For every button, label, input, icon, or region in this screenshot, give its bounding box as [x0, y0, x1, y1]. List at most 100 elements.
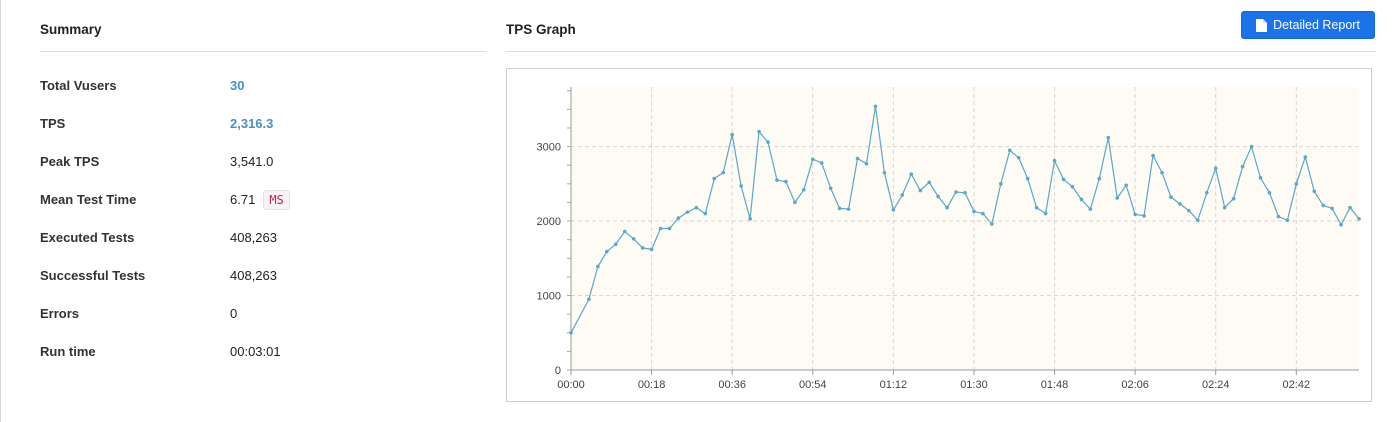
tps-data-point	[1160, 170, 1164, 175]
tps-data-point	[739, 184, 743, 188]
tps-data-point	[1070, 184, 1075, 189]
stat-label: Mean Test Time	[40, 192, 137, 207]
tps-data-point	[1312, 189, 1317, 194]
tps-data-point	[613, 242, 618, 246]
stat-label: Peak TPS	[40, 154, 100, 169]
tps-data-point	[855, 156, 860, 161]
tps-data-point	[1249, 144, 1254, 149]
tps-data-point	[1115, 196, 1120, 200]
tps-data-point	[1079, 197, 1084, 202]
x-tick-label: 01:12	[880, 379, 908, 391]
tps-chart: 00:00 00:18 00:36 00:54 01:12 01:30 01:48 02:06…	[506, 68, 1372, 402]
tps-data-point	[631, 237, 636, 241]
tps-data-point	[1303, 155, 1308, 159]
stat-row-peak-tps: Peak TPS 3,541.0	[40, 152, 486, 172]
tps-data-point	[882, 170, 887, 175]
x-tick-label: 00:18	[638, 379, 666, 391]
tps-data-point	[927, 180, 931, 185]
tps-data-point	[1133, 212, 1137, 217]
tps-data-point	[990, 222, 994, 226]
tps-data-point	[757, 129, 761, 134]
y-tick-label: 2000	[537, 216, 561, 228]
tps-data-point	[819, 161, 824, 165]
tps-data-point	[793, 200, 797, 205]
tps-data-point	[1294, 182, 1299, 186]
tps-chart-svg: 00:00 00:18 00:36 00:54 01:12 01:30 01:48 02:06…	[537, 87, 1361, 391]
tps-data-point	[1222, 205, 1227, 210]
tps-data-point	[1052, 158, 1057, 163]
stat-label: Run time	[40, 344, 96, 359]
x-tick-label: 02:24	[1202, 379, 1230, 391]
graph-divider	[506, 51, 1376, 52]
tps-data-point	[569, 330, 573, 335]
tps-data-point	[784, 179, 788, 184]
mean-test-time-number: 6.71	[230, 192, 256, 207]
summary-divider	[40, 51, 486, 52]
tps-data-point	[1276, 214, 1281, 219]
tps-data-point	[1169, 195, 1173, 200]
x-tick-label: 00:54	[799, 379, 827, 391]
stat-value-tps[interactable]: 2,316.3	[230, 116, 274, 131]
tps-data-point	[1016, 155, 1021, 160]
stat-row-executed-tests: Executed Tests 408,263	[40, 228, 486, 248]
tps-data-point	[605, 249, 609, 254]
tps-data-point	[1124, 183, 1128, 188]
tps-data-point	[640, 246, 645, 250]
tps-data-point	[721, 170, 726, 175]
tps-data-point	[1357, 217, 1361, 221]
stat-value-peak-tps: 3,541.0	[230, 154, 274, 169]
tps-data-point	[694, 205, 699, 210]
x-tick-label: 00:00	[557, 379, 585, 391]
tps-data-point	[1034, 205, 1039, 210]
stat-value-executed-tests: 408,263	[230, 230, 277, 245]
tps-data-point	[1330, 206, 1334, 211]
tps-data-point	[1213, 166, 1218, 170]
plot-background	[571, 87, 1359, 370]
y-tick-label: 0	[555, 365, 561, 377]
unit-badge: MS	[263, 190, 290, 210]
tps-data-point	[837, 206, 842, 211]
tps-data-point	[810, 157, 815, 162]
tps-data-point	[1339, 222, 1343, 227]
detailed-report-button[interactable]: Detailed Report	[1241, 11, 1375, 39]
tps-data-point	[891, 208, 896, 212]
tps-data-point	[712, 176, 717, 181]
tps-data-point	[802, 187, 806, 192]
stat-label: TPS	[40, 116, 66, 131]
tps-data-point	[999, 182, 1003, 186]
stat-label: Errors	[40, 306, 80, 321]
summary-title: Summary	[40, 22, 102, 37]
tps-data-point	[1187, 208, 1191, 213]
tps-data-point	[748, 217, 752, 221]
tps-data-point	[909, 172, 914, 176]
stat-row-mean-test-time: Mean Test Time 6.71 MS	[40, 190, 486, 210]
stat-value-total-vusers[interactable]: 30	[230, 78, 245, 93]
x-tick-label: 01:30	[960, 379, 988, 391]
tps-data-point	[1106, 135, 1111, 140]
stat-value-mean-test-time: 6.71 MS	[230, 190, 290, 210]
stat-row-total-vusers: Total Vusers 30	[40, 76, 486, 96]
tps-data-point	[676, 216, 681, 220]
x-tick-label: 00:36	[718, 379, 746, 391]
tps-data-point	[945, 205, 949, 210]
tps-data-point	[846, 207, 851, 211]
tps-data-point	[1285, 218, 1290, 223]
y-tick-label: 1000	[537, 291, 561, 303]
tps-data-point	[587, 297, 591, 302]
tps-data-point	[775, 178, 779, 182]
panel-left-border	[0, 0, 1, 422]
tps-data-point	[685, 210, 690, 214]
tps-data-point	[1061, 177, 1066, 182]
tps-data-point	[1348, 205, 1352, 210]
tps-data-point	[864, 161, 869, 166]
stat-label: Successful Tests	[40, 268, 146, 283]
stat-row-errors: Errors 0	[40, 304, 486, 324]
stat-label: Executed Tests	[40, 230, 135, 245]
tps-data-point	[1204, 190, 1209, 195]
tps-data-point	[1151, 153, 1155, 158]
tps-data-point	[1321, 203, 1325, 208]
stat-value-errors: 0	[230, 306, 238, 321]
stat-label: Total Vusers	[40, 78, 117, 93]
x-tick-label: 01:48	[1041, 379, 1069, 391]
stat-row-run-time: Run time 00:03:01	[40, 342, 486, 362]
